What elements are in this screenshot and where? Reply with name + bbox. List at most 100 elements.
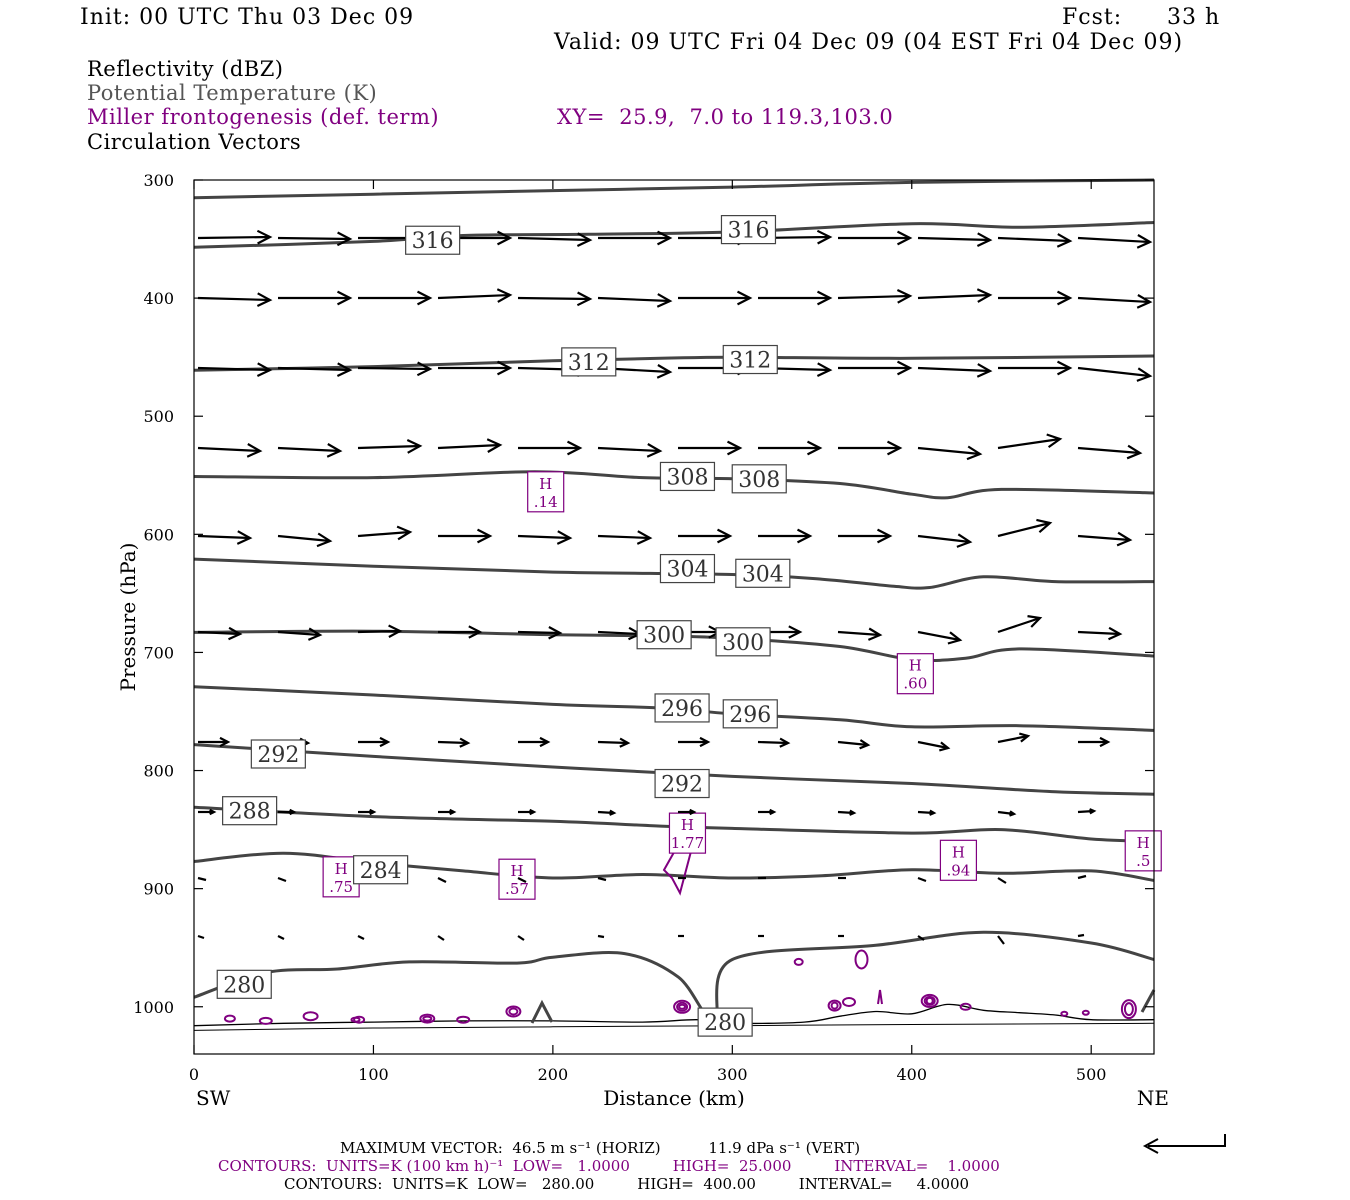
vector-shaft [277, 630, 321, 637]
vector-shaft [197, 630, 241, 636]
vector-arrow [917, 935, 925, 941]
vector-shaft [917, 446, 981, 456]
vector-head [849, 809, 857, 816]
vector-head [256, 362, 273, 377]
vector-head [566, 440, 583, 456]
frontogenesis-max-label: H [510, 862, 523, 880]
footer-theta-contours: CONTOURS: UNITS=K LOW= 280.00 HIGH= 400.… [284, 1175, 970, 1193]
vector-shaft [357, 629, 401, 634]
vector-head [1108, 626, 1123, 641]
vector-shaft [837, 294, 911, 300]
theta-label-box [722, 344, 778, 375]
theta-label-box [250, 739, 306, 769]
frontogenesis-max-box [896, 653, 934, 695]
frontogenesis-max-value: .57 [505, 880, 529, 898]
vector-head [307, 627, 323, 641]
vector-shaft [757, 740, 789, 745]
theta-label-box [353, 855, 409, 885]
vector-arrow [518, 440, 583, 456]
vector-head [1046, 433, 1063, 448]
theta-label-text: 284 [360, 859, 402, 884]
vector-arrow [917, 740, 951, 752]
vector-arrow [678, 290, 753, 306]
theta-label-box [715, 627, 771, 657]
frontogenesis-max-value: 1.77 [671, 834, 704, 852]
vector-arrow [598, 230, 673, 246]
vector-shaft [997, 521, 1051, 538]
vector-shaft [197, 296, 271, 302]
theta-label-text: 304 [666, 558, 708, 583]
theta-label-text: 280 [223, 973, 265, 998]
vector-arrow [357, 361, 433, 377]
frontogenesis-max-6: H.5 [1124, 830, 1162, 872]
vector-shaft [997, 616, 1041, 634]
vector-arrow [837, 809, 857, 816]
theta-label-box [405, 225, 461, 255]
vector-shaft [517, 877, 527, 883]
theta-surface-feature [1140, 989, 1156, 1013]
vector-head [576, 232, 593, 247]
vector-arrow [438, 528, 493, 544]
frontogenesis-contour [258, 1016, 273, 1025]
x-tick-label: 100 [358, 1065, 389, 1084]
vector-shaft [917, 630, 961, 642]
vector-arrow [277, 231, 353, 247]
vector-head [636, 530, 653, 545]
y-tick-label: 1000 [133, 998, 174, 1017]
vector-head [656, 364, 673, 379]
legend-circulation-vectors: Circulation Vectors [87, 130, 302, 154]
vector-arrow [277, 935, 285, 940]
vector-shaft [997, 935, 1005, 945]
vector-head [289, 808, 297, 816]
legend-potential-temperature: Potential Temperature (K) [87, 81, 378, 105]
vector-arrow [1077, 366, 1153, 382]
theta-label-316-1: 316 [720, 215, 777, 245]
vector-arrow [517, 530, 573, 545]
frontogenesis-contour [827, 999, 842, 1012]
vector-head [699, 736, 711, 748]
vector-shaft [597, 296, 671, 303]
vector-head [326, 443, 343, 458]
footer-max-vector: MAXIMUM VECTOR: 46.5 m s⁻¹ (HORIZ) 11.9 … [340, 1139, 861, 1157]
vector-arrow [758, 528, 813, 544]
vector-shaft [437, 935, 445, 941]
vector-shaft [597, 810, 615, 815]
frontogenesis-contour [419, 1013, 436, 1024]
vector-shaft [1077, 446, 1141, 455]
vector-head [228, 626, 243, 641]
contour-labels: 316 316 312 312 308 308 304 304 300 300 296 296 292 2… [216, 215, 791, 1037]
frontogenesis-contour [673, 999, 692, 1014]
x-tick-label: 200 [538, 1065, 569, 1084]
frontogenesis-contour [842, 997, 856, 1007]
vector-shaft [597, 446, 661, 453]
vector-head [886, 440, 903, 456]
vector-arrow [357, 624, 403, 638]
theta-label-312-3: 312 [722, 344, 778, 375]
vector-head [896, 360, 913, 376]
theta-label-text: 316 [727, 219, 769, 244]
vector-head [656, 293, 673, 308]
vector-arrow [838, 360, 913, 376]
vector-shaft [1077, 296, 1151, 304]
vector-arrow [197, 626, 243, 641]
vector-head [336, 290, 353, 306]
plot-frame [193, 179, 1155, 1055]
theta-label-316-0: 316 [405, 225, 461, 255]
vector-shaft [917, 236, 991, 242]
vector-arrow [1077, 874, 1087, 880]
vector-shaft [597, 934, 605, 939]
vector-arrow [1077, 531, 1133, 547]
theta-label-box [735, 558, 791, 588]
frontogenesis-max-value: .75 [329, 878, 353, 896]
vector-arrow [678, 736, 711, 748]
vector-head [816, 290, 833, 306]
theta-label-308-4: 308 [659, 461, 716, 492]
vector-shaft [357, 366, 431, 371]
theta-contour-288-8 [193, 805, 1155, 843]
theta-label-text: 280 [704, 1011, 746, 1036]
vector-arrow [997, 518, 1053, 538]
vector-head [956, 533, 973, 548]
y-tick-label: 900 [143, 880, 174, 899]
frontogenesis-contour [676, 1001, 689, 1012]
vector-arrow [277, 876, 287, 883]
